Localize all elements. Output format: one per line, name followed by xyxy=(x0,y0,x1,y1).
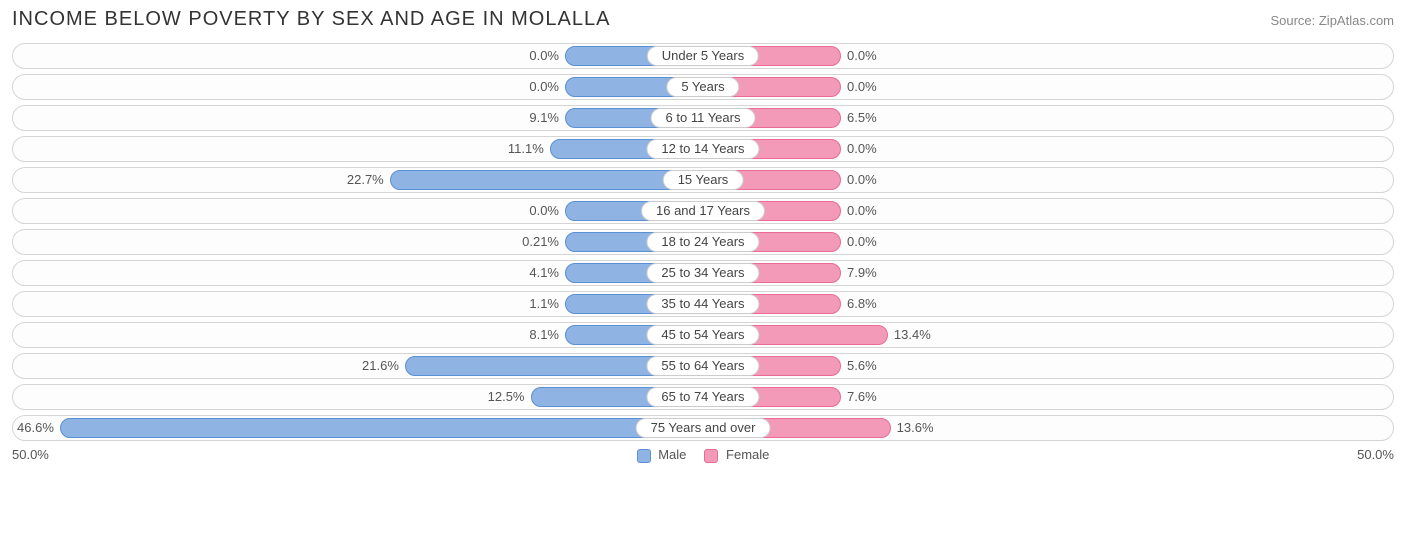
male-bar xyxy=(390,170,703,190)
female-value-label: 6.5% xyxy=(847,106,877,130)
legend-female: Female xyxy=(704,447,769,463)
category-label: 45 to 54 Years xyxy=(646,325,759,345)
male-value-label: 21.6% xyxy=(362,354,399,378)
chart-row: 0.0% 0.0% 16 and 17 Years xyxy=(12,198,1394,224)
chart-row: 4.1% 7.9% 25 to 34 Years xyxy=(12,260,1394,286)
female-value-label: 0.0% xyxy=(847,75,877,99)
female-value-label: 0.0% xyxy=(847,168,877,192)
chart-row: 1.1% 6.8% 35 to 44 Years xyxy=(12,291,1394,317)
axis-right-max: 50.0% xyxy=(1357,447,1394,462)
chart-title: INCOME BELOW POVERTY BY SEX AND AGE IN M… xyxy=(12,8,610,31)
male-value-label: 0.0% xyxy=(529,199,559,223)
female-swatch-icon xyxy=(704,449,718,463)
chart-row: 11.1% 0.0% 12 to 14 Years xyxy=(12,136,1394,162)
female-value-label: 0.0% xyxy=(847,199,877,223)
category-label: 18 to 24 Years xyxy=(646,232,759,252)
male-bar xyxy=(60,418,703,438)
chart-row: 0.21% 0.0% 18 to 24 Years xyxy=(12,229,1394,255)
male-value-label: 22.7% xyxy=(347,168,384,192)
female-value-label: 0.0% xyxy=(847,137,877,161)
male-value-label: 1.1% xyxy=(529,292,559,316)
male-value-label: 11.1% xyxy=(508,137,544,161)
category-label: 6 to 11 Years xyxy=(651,108,756,128)
axis-left-max: 50.0% xyxy=(12,447,49,462)
male-swatch-icon xyxy=(637,449,651,463)
chart-row: 8.1% 13.4% 45 to 54 Years xyxy=(12,322,1394,348)
male-value-label: 46.6% xyxy=(17,416,54,440)
male-value-label: 9.1% xyxy=(529,106,559,130)
category-label: 15 Years xyxy=(663,170,744,190)
female-value-label: 13.6% xyxy=(897,416,934,440)
male-value-label: 12.5% xyxy=(488,385,525,409)
legend-male: Male xyxy=(637,447,687,463)
male-value-label: 0.0% xyxy=(529,44,559,68)
chart-row: 0.0% 0.0% 5 Years xyxy=(12,74,1394,100)
chart-row: 9.1% 6.5% 6 to 11 Years xyxy=(12,105,1394,131)
male-value-label: 0.0% xyxy=(529,75,559,99)
chart-row: 0.0% 0.0% Under 5 Years xyxy=(12,43,1394,69)
chart-row: 12.5% 7.6% 65 to 74 Years xyxy=(12,384,1394,410)
chart-row: 22.7% 0.0% 15 Years xyxy=(12,167,1394,193)
female-value-label: 7.6% xyxy=(847,385,877,409)
female-value-label: 0.0% xyxy=(847,44,877,68)
category-label: Under 5 Years xyxy=(647,46,759,66)
category-label: 5 Years xyxy=(666,77,739,97)
female-value-label: 0.0% xyxy=(847,230,877,254)
category-label: 12 to 14 Years xyxy=(646,139,759,159)
male-value-label: 0.21% xyxy=(522,230,559,254)
category-label: 65 to 74 Years xyxy=(646,387,759,407)
category-label: 25 to 34 Years xyxy=(646,263,759,283)
female-value-label: 6.8% xyxy=(847,292,877,316)
chart-row: 46.6% 13.6% 75 Years and over xyxy=(12,415,1394,441)
legend-female-label: Female xyxy=(726,447,769,462)
category-label: 55 to 64 Years xyxy=(646,356,759,376)
chart-row: 21.6% 5.6% 55 to 64 Years xyxy=(12,353,1394,379)
male-value-label: 8.1% xyxy=(529,323,559,347)
category-label: 16 and 17 Years xyxy=(641,201,765,221)
category-label: 35 to 44 Years xyxy=(646,294,759,314)
female-value-label: 13.4% xyxy=(894,323,931,347)
legend: Male Female xyxy=(637,447,770,463)
category-label: 75 Years and over xyxy=(636,418,771,438)
legend-male-label: Male xyxy=(658,447,686,462)
female-value-label: 7.9% xyxy=(847,261,877,285)
population-pyramid-chart: 0.0% 0.0% Under 5 Years 0.0% 0.0% 5 Years 9.1%… xyxy=(12,43,1394,441)
male-value-label: 4.1% xyxy=(529,261,559,285)
female-value-label: 5.6% xyxy=(847,354,877,378)
source-label: Source: ZipAtlas.com xyxy=(1270,13,1394,28)
